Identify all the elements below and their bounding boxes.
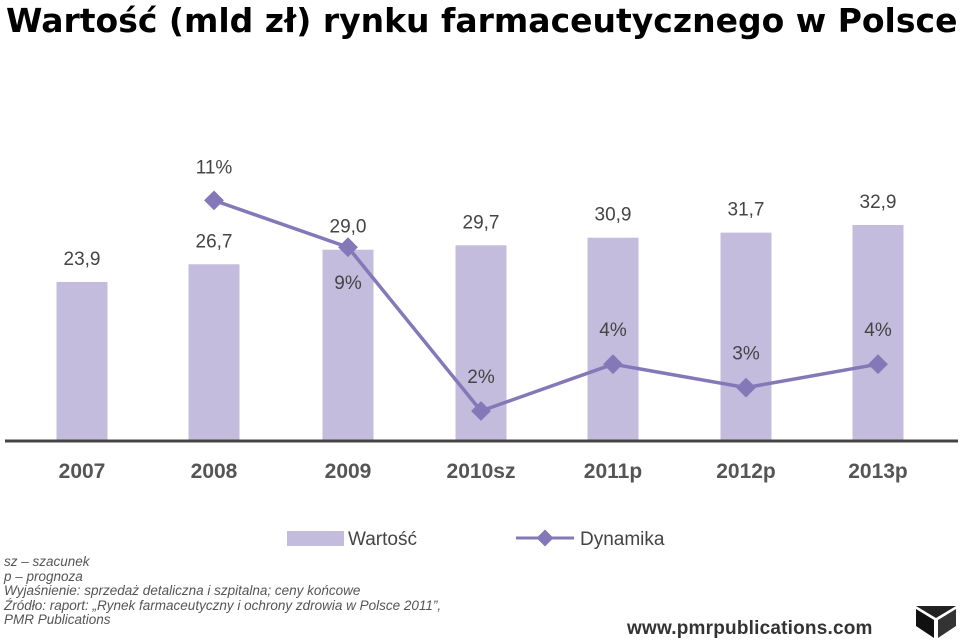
line-point-2013p [868, 354, 888, 375]
note-p: p – prognoza [4, 568, 83, 584]
bar-2013p [852, 225, 904, 441]
bar-value-label: 30,9 [595, 205, 632, 226]
chart-title: Wartość (mld zł) rynku farmaceutycznego … [6, 1, 958, 40]
labels-layer: 23,9 26,7 29,0 29,7 30,9 31,7 32,9 11% 9% 2% 4% 3% 4… [64, 157, 897, 388]
x-tick-label: 2008 [191, 460, 238, 483]
line-value-label: 9% [334, 273, 362, 294]
line-value-label: 2% [467, 367, 495, 388]
legend-line-marker [536, 529, 554, 547]
x-tick-label: 2011p [584, 460, 642, 483]
note-publisher: PMR Publications [4, 612, 111, 628]
note-source: Źródło: raport: „Rynek farmaceutyczny i … [4, 597, 442, 613]
bar-value-label: 29,0 [330, 217, 367, 238]
bar-2008 [188, 264, 240, 441]
line-point-2009 [338, 237, 358, 258]
note-explanation: Wyjaśnienie: sprzedaż detaliczna i szpit… [4, 583, 361, 599]
x-tick-label: 2007 [59, 460, 106, 483]
bar-value-label: 23,9 [64, 249, 101, 270]
bar-value-label: 31,7 [728, 200, 765, 221]
x-tick-label: 2013p [848, 460, 908, 483]
bar-value-label: 29,7 [463, 212, 500, 233]
line-point-2008 [204, 190, 224, 211]
bar-value-label: 26,7 [196, 231, 233, 252]
x-tick-label: 2009 [325, 460, 372, 483]
series-line-dynamika [213, 198, 879, 414]
bar-2009 [322, 249, 374, 441]
bar-2007 [56, 282, 108, 441]
footnotes: sz – szacunek p – prognoza Wyjaśnienie: … [4, 554, 442, 628]
line-value-label: 11% [196, 157, 233, 178]
line-point-2010sz [471, 401, 491, 421]
line-value-label: 4% [864, 320, 892, 341]
ticks-layer: 2007 2008 2009 2010sz 2011p 2012p 2013p [59, 460, 908, 483]
legend-line-label: Dynamika [580, 529, 665, 550]
x-tick-label: 2010sz [447, 460, 516, 483]
source-url: www.pmrpublications.com [627, 618, 873, 639]
line-point-2012p [736, 377, 756, 398]
line-layer [204, 190, 888, 421]
line-value-label: 3% [732, 344, 760, 365]
x-tick-label: 2012p [716, 460, 776, 483]
line-point-2011p [603, 354, 623, 375]
legend-bar-label: Wartość [348, 529, 417, 550]
pmr-cube-icon [916, 606, 956, 638]
note-sz: sz – szacunek [4, 554, 90, 569]
legend-bar-swatch [287, 531, 344, 546]
legend: Wartość Dynamika [287, 529, 665, 550]
bar-2011p [587, 237, 639, 441]
bar-2012p [720, 232, 772, 441]
line-value-label: 4% [599, 320, 627, 341]
bar-value-label: 32,9 [860, 192, 897, 213]
